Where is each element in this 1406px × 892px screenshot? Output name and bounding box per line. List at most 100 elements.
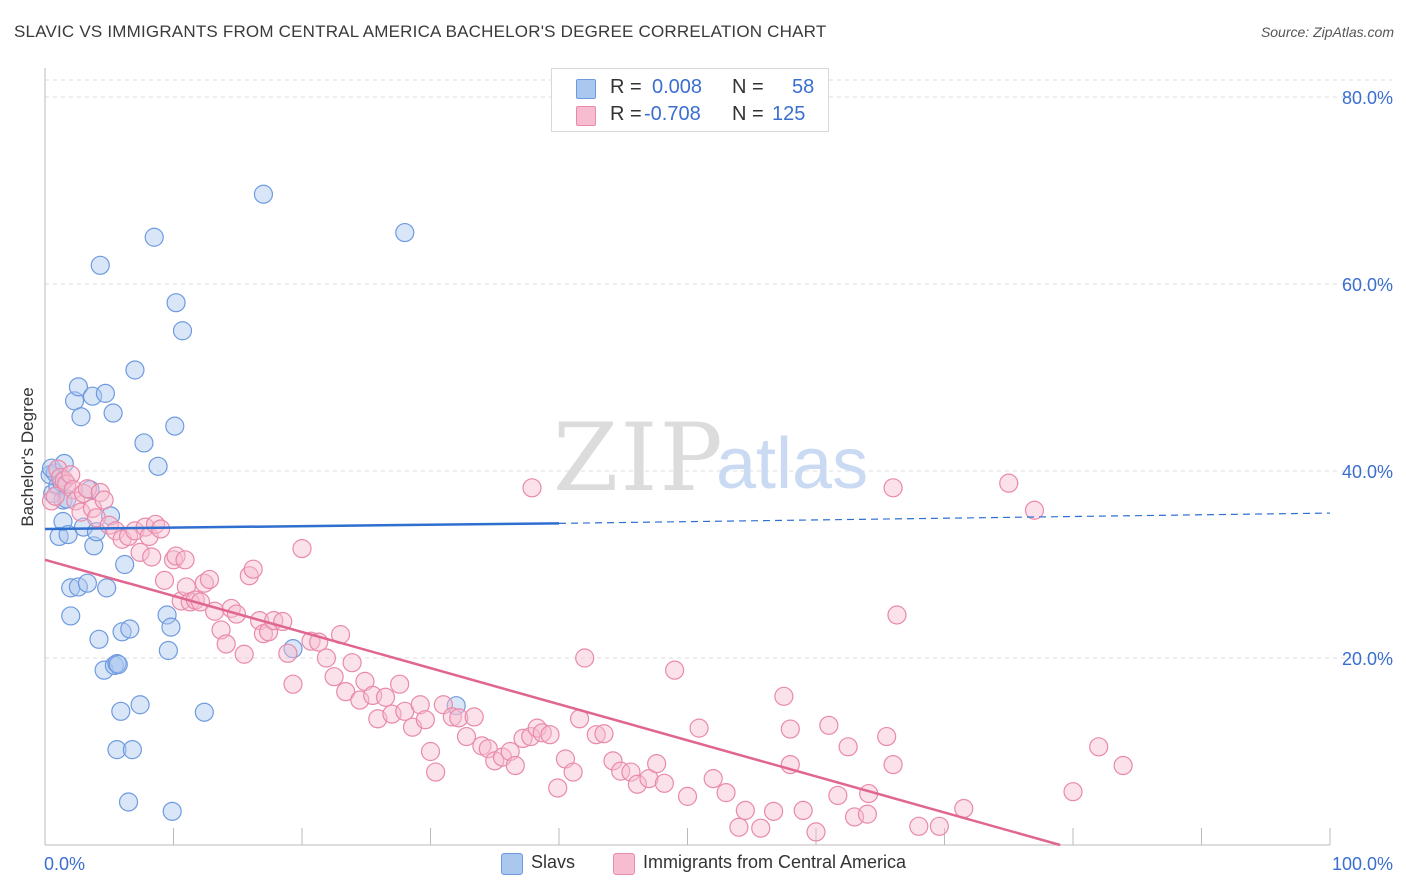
central-america-point — [540, 725, 560, 745]
central-america-point — [909, 816, 929, 836]
slavs-point — [61, 606, 81, 626]
central-america-point — [689, 718, 709, 738]
central-america-point — [45, 486, 65, 506]
central-america-point — [292, 539, 312, 559]
slavs-point — [162, 801, 182, 821]
central-america-point — [415, 710, 435, 730]
central-america-point — [929, 816, 949, 836]
central-america-point — [324, 667, 344, 687]
watermark: ZIP atlas — [553, 404, 868, 513]
central-america-point — [1089, 737, 1109, 757]
central-america-point — [456, 726, 477, 747]
central-america-point — [647, 754, 667, 774]
central-america-point — [216, 634, 236, 654]
slavs-point — [130, 695, 150, 715]
central-america-point — [793, 800, 813, 821]
slavs-point — [120, 619, 140, 639]
central-america-point — [1024, 500, 1045, 520]
central-america-legend-label: Immigrants from Central America — [643, 852, 907, 872]
y-tick-label: 80.0% — [1342, 88, 1393, 108]
central-america-point — [420, 741, 441, 762]
central-america-point — [410, 695, 430, 715]
central-america-point — [77, 479, 98, 499]
central-america-point — [243, 559, 263, 579]
slavs-trend-line — [44, 522, 560, 531]
slavs-point — [89, 629, 109, 649]
central-america-point — [883, 478, 903, 498]
central-america-point — [677, 786, 698, 806]
slavs-point — [77, 573, 98, 593]
slavs-swatch — [576, 79, 596, 99]
slavs-point — [148, 456, 168, 476]
central-america-point — [175, 550, 195, 570]
y-tick-label: 60.0% — [1342, 275, 1393, 295]
central-america-point — [806, 822, 826, 842]
central-america-point — [350, 690, 370, 710]
central-america-point — [336, 682, 356, 702]
slavs-point — [118, 792, 139, 812]
slavs-point — [90, 255, 110, 275]
central-america-point — [234, 644, 254, 664]
slavs-point — [111, 701, 131, 721]
r-value: -0.708 — [644, 103, 701, 125]
slavs-point — [97, 578, 117, 598]
slavs-point — [165, 416, 185, 436]
slavs-point — [158, 640, 178, 661]
central-america-points — [41, 459, 1133, 842]
central-america-point — [716, 783, 736, 803]
slavs-point — [107, 654, 127, 674]
chart-title: SLAVIC VS IMMIGRANTS FROM CENTRAL AMERIC… — [14, 22, 827, 41]
central-america-point — [194, 573, 214, 593]
slavs-points — [40, 184, 466, 821]
watermark-atlas: atlas — [716, 424, 868, 504]
r-value: 0.008 — [652, 76, 703, 98]
central-america-point — [954, 798, 974, 819]
central-america-point — [639, 769, 659, 789]
slavs-point — [112, 622, 132, 642]
central-america-point — [1063, 782, 1083, 802]
central-america-point — [478, 739, 498, 759]
central-america-point — [142, 547, 162, 567]
slavs-point — [115, 554, 135, 575]
central-america-legend-swatch — [613, 853, 635, 875]
slavs-point — [68, 377, 89, 397]
slavs-point — [161, 617, 181, 637]
central-america-point — [1113, 755, 1133, 776]
central-america-point — [464, 707, 484, 727]
central-america-point — [665, 660, 685, 680]
central-america-point — [61, 465, 81, 485]
slavs-legend-swatch — [501, 853, 523, 875]
central-america-point — [130, 542, 150, 562]
slavs-trend-extension — [558, 512, 1331, 524]
slavs-point — [95, 383, 115, 403]
central-america-point — [94, 490, 114, 510]
central-america-point — [283, 674, 303, 694]
slavs-point — [108, 654, 128, 675]
central-america-point — [532, 723, 552, 743]
central-america-point — [774, 686, 794, 706]
slavs-point — [122, 740, 142, 760]
trend-lines — [44, 512, 1331, 847]
central-america-point — [563, 762, 583, 782]
central-america-point — [125, 521, 145, 541]
stats-legend: R = 0.008 N = 58 R = -0.708 N = 125 — [551, 68, 829, 132]
tick-labels: 20.0% 40.0% 60.0% 80.0% 0.0% 100.0% — [44, 88, 1393, 874]
central-america-point — [586, 725, 606, 745]
n-value: 125 — [772, 103, 806, 125]
central-america-point — [375, 687, 396, 707]
slavs-point — [166, 293, 186, 313]
slavs-point — [172, 321, 193, 341]
chart-source: Source: ZipAtlas.com — [1260, 24, 1394, 40]
slavs-point — [84, 536, 104, 556]
slavs-legend-label: Slavs — [531, 852, 576, 872]
central-america-point — [66, 491, 86, 511]
y-tick-label: 40.0% — [1342, 462, 1393, 482]
central-america-point — [877, 726, 897, 747]
central-america-point — [390, 674, 410, 694]
y-tick-label: 20.0% — [1342, 649, 1393, 669]
central-america-point — [505, 755, 525, 776]
n-label: N = — [732, 76, 764, 98]
central-america-point — [426, 762, 446, 782]
central-america-point — [513, 728, 533, 749]
